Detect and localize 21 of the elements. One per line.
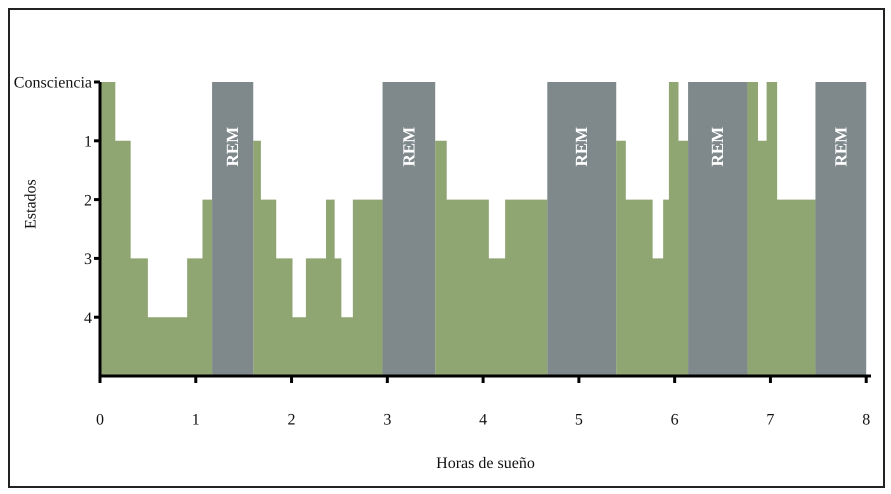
band-label: REM <box>223 126 242 167</box>
x-tick-label: 4 <box>479 411 488 428</box>
y-tick-label: 1 <box>84 133 92 150</box>
x-tick-label: 6 <box>670 411 679 428</box>
x-tick-label: 1 <box>192 411 200 428</box>
band-label: REM <box>572 126 592 167</box>
x-tick-label: 0 <box>96 411 104 428</box>
y-tick-label: 2 <box>84 192 92 210</box>
x-tick-label: 7 <box>766 411 774 428</box>
y-tick-label: 3 <box>84 251 92 268</box>
y-tick-label: 4 <box>84 310 92 327</box>
y-axis-title: Estados <box>22 179 40 229</box>
x-tick-label: 2 <box>288 411 296 428</box>
x-tick-label: 5 <box>574 411 583 428</box>
x-axis-title: Horas de sueño <box>436 455 535 472</box>
x-tick-label: 3 <box>383 411 392 428</box>
y-tick-label: Consciencia <box>14 74 92 92</box>
band-label: REM <box>831 126 850 167</box>
x-tick-label: 8 <box>862 411 870 428</box>
band-label: REM <box>708 126 728 167</box>
band-label: REM <box>399 126 418 167</box>
